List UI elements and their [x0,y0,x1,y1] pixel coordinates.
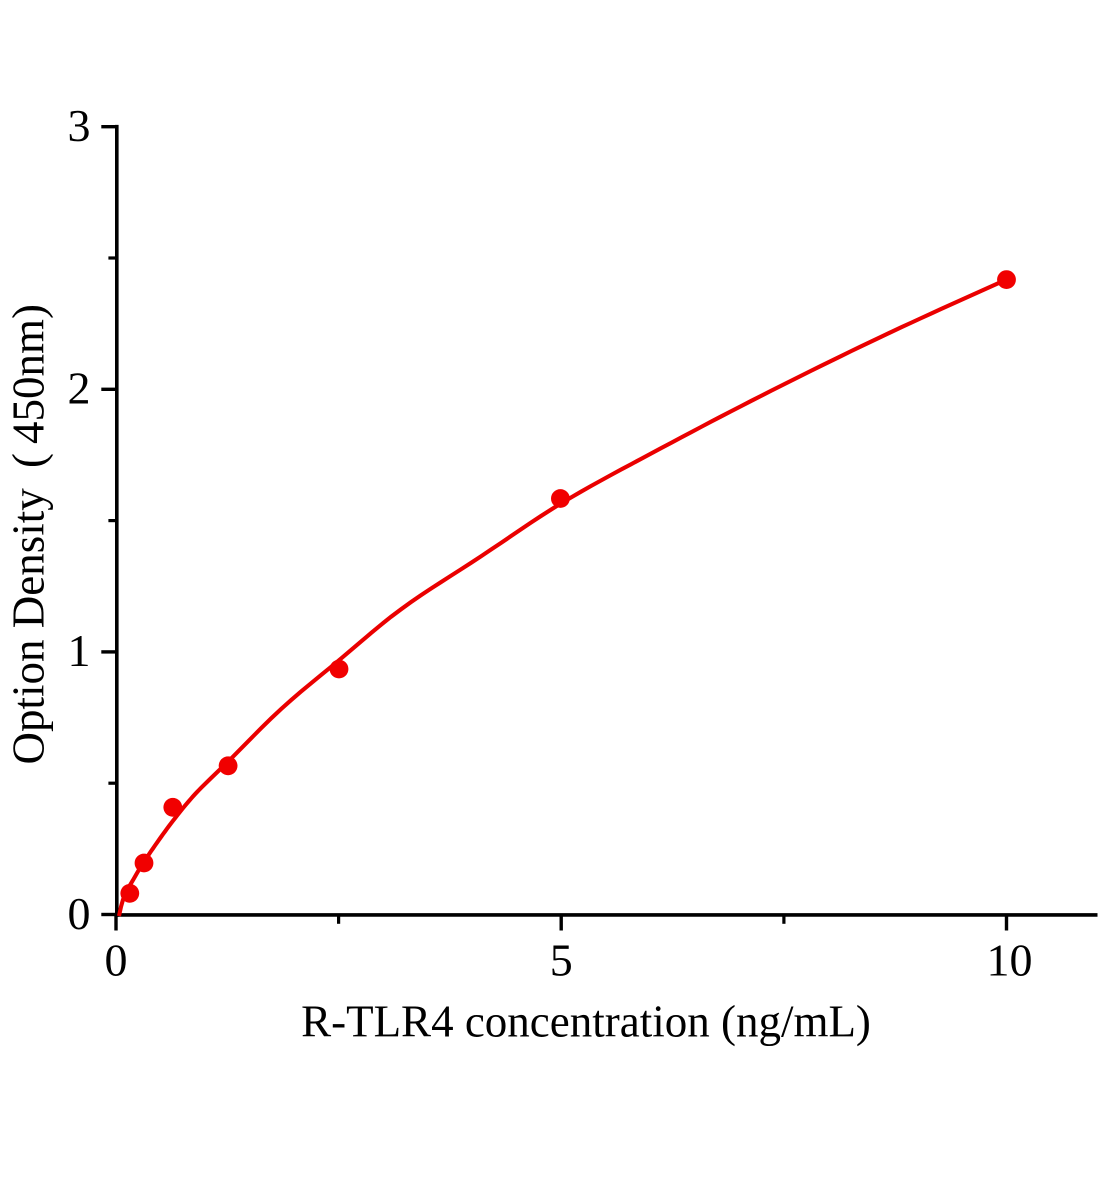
svg-text:2: 2 [68,363,91,414]
svg-text:0: 0 [105,935,128,986]
svg-text:R-TLR4 concentration (ng/mL): R-TLR4 concentration (ng/mL) [301,997,871,1047]
svg-text:Option Density ( 450nm): Option Density ( 450nm) [4,304,54,764]
svg-text:10: 10 [987,935,1033,986]
svg-text:0: 0 [68,888,91,939]
svg-text:3: 3 [68,100,91,151]
svg-text:1: 1 [68,625,91,676]
svg-text:5: 5 [550,935,573,986]
